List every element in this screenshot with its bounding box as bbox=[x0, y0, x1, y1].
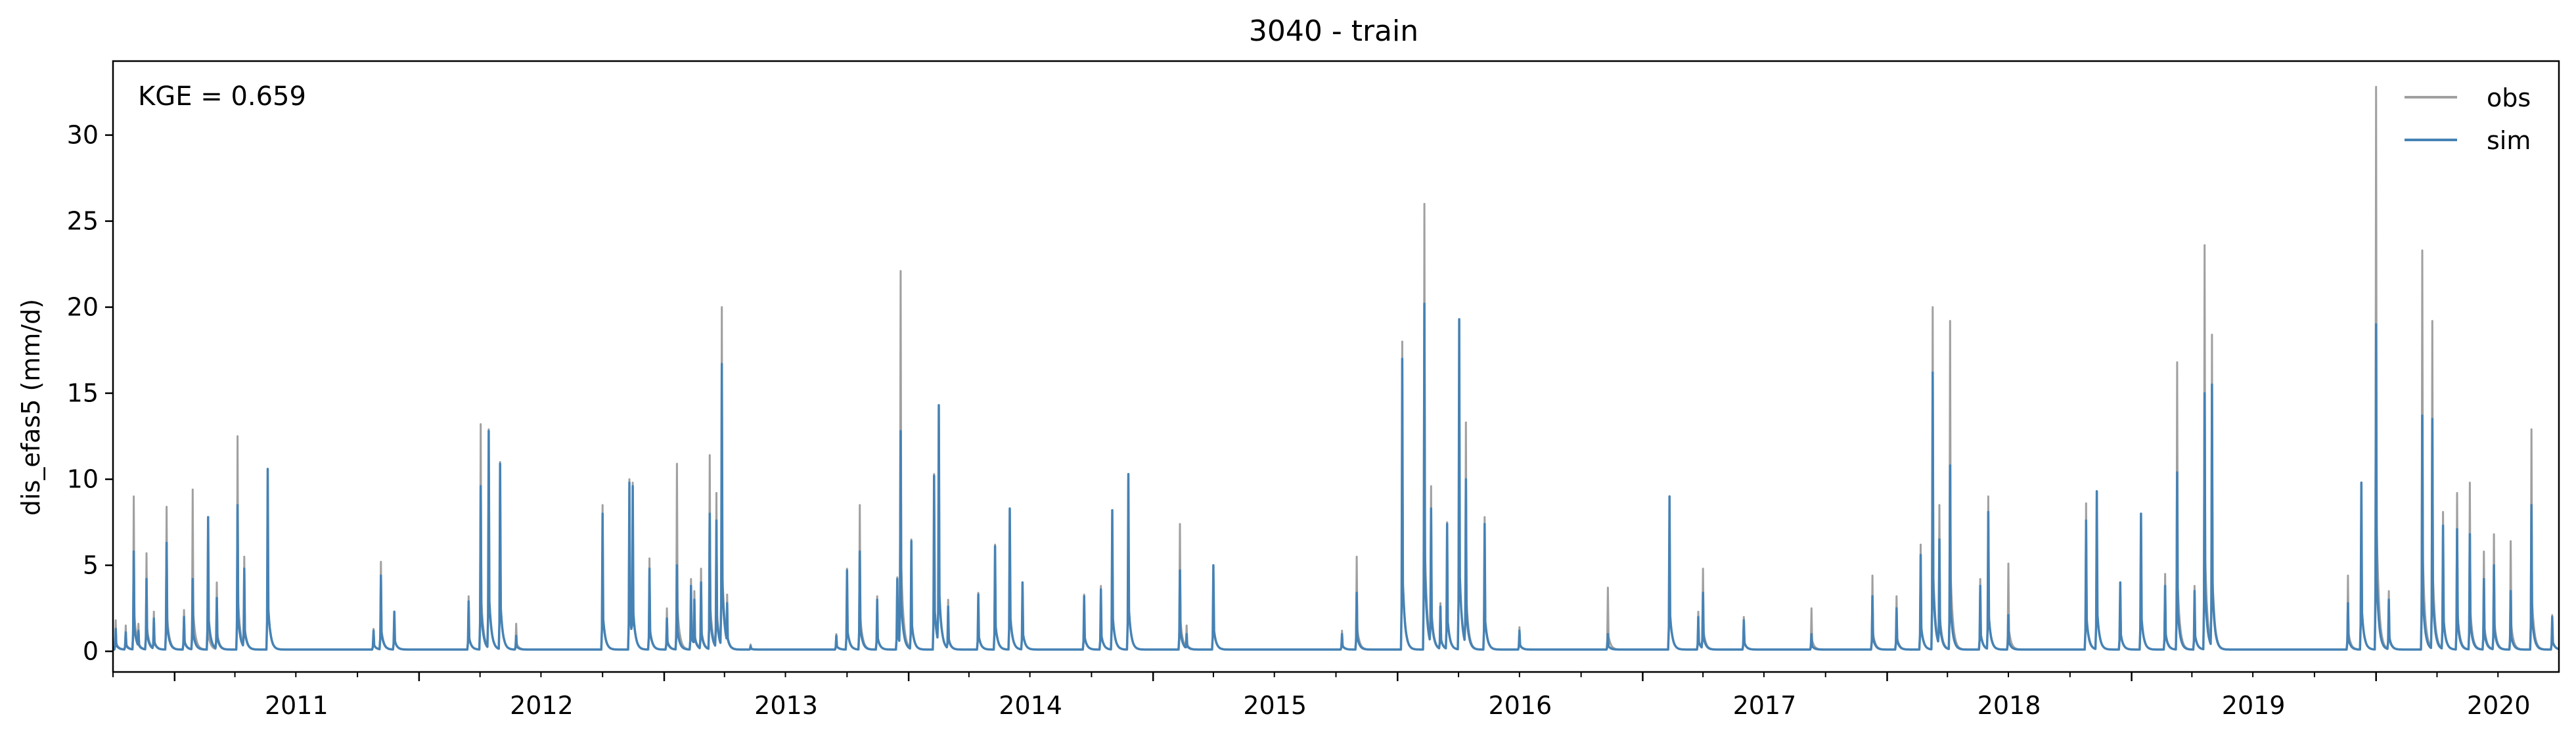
y-tick-label: 20 bbox=[67, 293, 99, 322]
x-tick-label: 2018 bbox=[1977, 691, 2041, 720]
series-layer bbox=[112, 85, 2560, 651]
y-tick-label: 25 bbox=[67, 207, 99, 236]
y-tick-label: 30 bbox=[67, 121, 99, 150]
axes-layer: 0 5 10 15 20 25 30 2011 2012 2013 2014 2015 2016 2017… bbox=[67, 60, 2560, 720]
x-tick-label: 2014 bbox=[999, 691, 1062, 720]
legend-sim-label: sim bbox=[2487, 126, 2531, 155]
x-tick-label: 2019 bbox=[2222, 691, 2286, 720]
kge-annotation: KGE = 0.659 bbox=[138, 81, 306, 112]
y-tick-label: 0 bbox=[83, 637, 99, 666]
legend: obs sim bbox=[2405, 83, 2531, 155]
series-line-sim bbox=[112, 302, 2560, 651]
x-tick-label: 2016 bbox=[1488, 691, 1552, 720]
y-tick-label: 15 bbox=[67, 379, 99, 408]
x-tick-label: 2020 bbox=[2467, 691, 2531, 720]
x-tick-label: 2015 bbox=[1243, 691, 1307, 720]
x-tick-label: 2013 bbox=[754, 691, 818, 720]
legend-obs-label: obs bbox=[2487, 83, 2531, 112]
x-tick-label: 2012 bbox=[510, 691, 574, 720]
chart-title: 3040 - train bbox=[1249, 14, 1418, 48]
x-tick-label: 2011 bbox=[265, 691, 328, 720]
x-tick-label: 2017 bbox=[1733, 691, 1797, 720]
y-axis-label: dis_efas5 (mm/d) bbox=[16, 299, 45, 516]
y-tick-label: 5 bbox=[83, 551, 99, 580]
y-tick-label: 10 bbox=[67, 465, 99, 494]
